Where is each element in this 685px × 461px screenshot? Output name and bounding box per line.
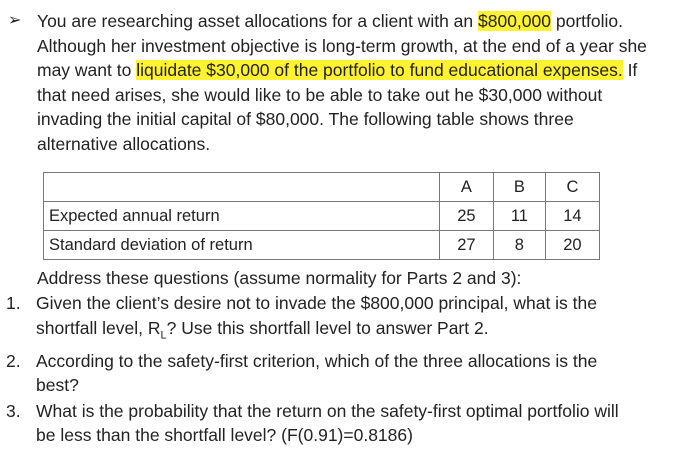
text-segment: According to the safety-first criterion,… <box>36 350 598 396</box>
question-text: Given the client’s desire not to invade … <box>36 291 641 348</box>
table-row: Expected annual return 25 11 14 <box>43 201 601 231</box>
text-segment: ? Use this shortfall level to answer Par… <box>166 317 489 338</box>
question: 2. According to the safety-first criterio… <box>6 349 656 398</box>
questions-lead: Address these questions (assume normalit… <box>37 268 522 288</box>
question-number: 1. <box>6 293 21 313</box>
cell-value: 25 <box>438 201 494 231</box>
cell-value: 27 <box>438 230 494 260</box>
question-number: 2. <box>6 350 21 371</box>
text-segment: You are researching asset allocations fo… <box>37 11 478 31</box>
column-header: A <box>438 172 494 202</box>
cell-value: 11 <box>492 201 546 231</box>
allocation-table: A B C Expected annual return 25 11 14 Standard … <box>43 172 601 260</box>
question-list: 1. Given the client’s desire not to invad… <box>6 291 656 449</box>
intro-paragraph: You are researching asset allocations fo… <box>37 9 652 156</box>
text-segment: If that need arises, she would like to b… <box>37 60 638 154</box>
highlighted-text: $800,000 <box>478 11 551 31</box>
subscript: L <box>160 329 167 341</box>
cell-value: 14 <box>544 201 601 231</box>
cell-value: 20 <box>544 230 601 260</box>
corner-cell <box>43 172 440 202</box>
row-label: Expected annual return <box>43 201 440 231</box>
table-row: Standard deviation of return 27 8 20 <box>43 230 601 260</box>
question-number: 3. <box>6 400 21 421</box>
text-segment: What is the probability that the return … <box>36 400 619 446</box>
column-header: C <box>544 172 601 202</box>
column-header: B <box>492 172 546 202</box>
cell-value: 8 <box>492 230 546 260</box>
highlighted-text: liquidate $30,000 of the portfolio to fu… <box>136 60 623 80</box>
question: 3. What is the probability that the retur… <box>6 399 656 448</box>
bullet-arrow: ➢ <box>8 12 22 29</box>
row-label: Standard deviation of return <box>43 230 440 260</box>
question-text: What is the probability that the return … <box>36 399 641 448</box>
question-text: According to the safety-first criterion,… <box>36 349 641 398</box>
text-segment: portfolio. Although her investment objec… <box>37 11 647 80</box>
text-segment: Given the client’s desire not to invade … <box>36 293 597 338</box>
question: 1. Given the client’s desire not to invad… <box>6 291 656 348</box>
